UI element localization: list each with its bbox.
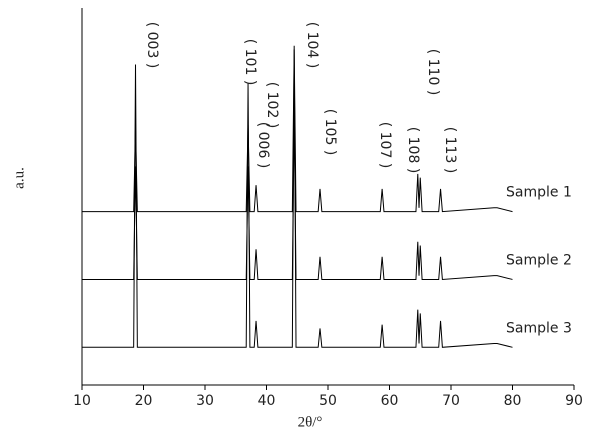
- x-tick-label: 30: [196, 393, 214, 409]
- x-axis-label: 2θ/°: [298, 414, 323, 430]
- x-tick-label: 40: [258, 393, 276, 409]
- x-tick-label: 90: [565, 393, 583, 409]
- x-tick-label: 50: [319, 393, 337, 409]
- peak-label: ( 110 ): [425, 49, 441, 96]
- peak-label: ( 107 ): [377, 122, 393, 169]
- series-label: Sample 2: [506, 252, 572, 268]
- x-tick-label: 80: [504, 393, 522, 409]
- x-tick-label: 10: [73, 393, 91, 409]
- x-tick-label: 20: [135, 393, 153, 409]
- peak-label: ( 108 ): [405, 127, 421, 174]
- peak-label: ( 006 ): [255, 122, 271, 169]
- peak-label: ( 102 ): [264, 82, 280, 129]
- peak-label: ( 105 ): [322, 109, 338, 156]
- x-tick-label: 60: [381, 393, 399, 409]
- series-label: Sample 1: [506, 185, 572, 201]
- series-line: [82, 45, 513, 348]
- peak-label: ( 113 ): [442, 127, 458, 174]
- y-axis-label: a.u.: [11, 167, 27, 189]
- peak-label: ( 101 ): [242, 39, 258, 86]
- x-tick-label: 70: [442, 393, 460, 409]
- series-label: Sample 3: [506, 320, 572, 336]
- peak-label: ( 003 ): [144, 22, 160, 69]
- peak-label: ( 104 ): [304, 22, 320, 69]
